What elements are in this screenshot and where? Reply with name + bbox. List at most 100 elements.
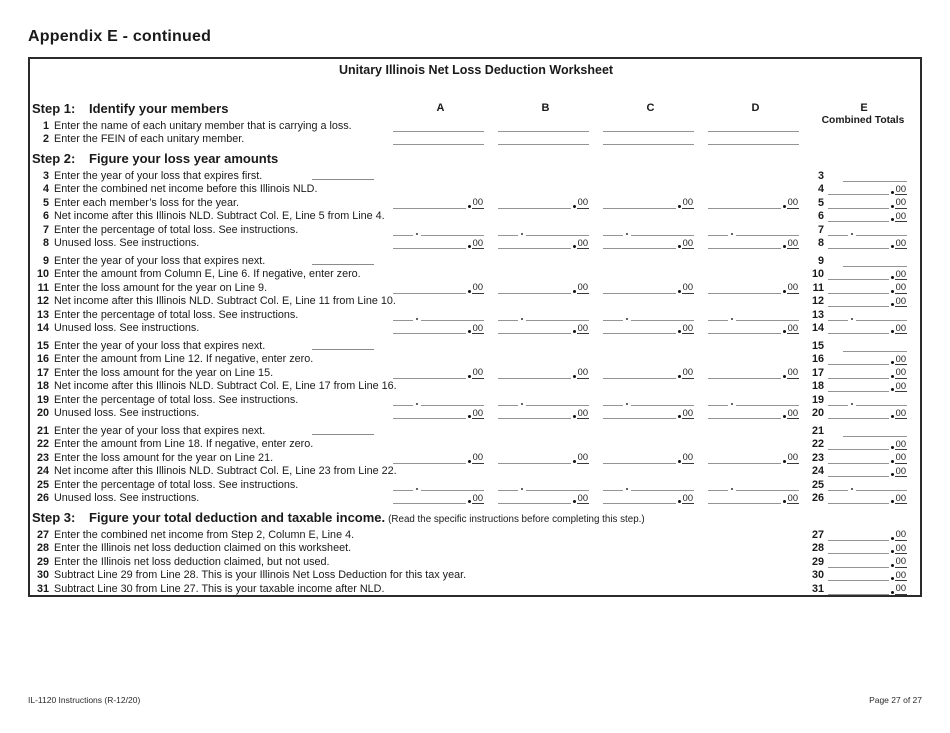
decimal-zeros: 00 — [894, 268, 907, 280]
col-b-cell: 00 — [493, 365, 598, 379]
line-label: Enter the year of your loss that expires… — [54, 339, 266, 352]
line-number: 24 — [36, 465, 49, 477]
col-a-cell — [388, 437, 493, 451]
col-a-cell — [388, 423, 493, 437]
line-label: Enter the Illinois net loss deduction cl… — [54, 542, 352, 554]
decimal-zeros: 00 — [894, 556, 907, 568]
step-title: Figure your loss year amounts — [89, 151, 279, 166]
blank-line — [828, 325, 889, 334]
col-a-cell — [388, 392, 493, 406]
worksheet-row-20: 20 Unused loss. See instructions. 00 00 00 00… — [32, 406, 920, 419]
decimal-point-icon — [890, 191, 894, 194]
decimal-zeros: 00 — [471, 367, 484, 379]
decimal-point-icon — [677, 459, 681, 463]
amount-field: 00 — [708, 323, 799, 334]
blank-line — [393, 370, 466, 379]
column-header-a: A — [436, 102, 445, 114]
line-number: 31 — [36, 582, 49, 595]
decimal-point-icon — [890, 276, 894, 279]
amount-field: 00 — [828, 381, 907, 392]
blank-line — [631, 482, 694, 491]
decimal-zeros: 00 — [894, 295, 907, 307]
columns-a-d: 00 00 00 00 — [388, 406, 808, 419]
decimal-zeros: 00 — [681, 197, 694, 209]
worksheet-row-3: 3 Enter the year of your loss that expire… — [32, 168, 920, 182]
blank-line — [736, 227, 799, 236]
line-number: 22 — [36, 438, 49, 450]
blank-line — [856, 312, 907, 321]
blank-line — [421, 227, 484, 236]
col-e-cell: 19 — [808, 392, 920, 406]
blank-line — [631, 312, 694, 321]
footer-form-id: IL-1120 Instructions (R-12/20) — [28, 695, 141, 705]
blank-line — [708, 397, 728, 406]
col-c-cell — [598, 568, 703, 582]
decimal-point-icon — [890, 550, 894, 553]
line-number-e: 28 — [811, 542, 824, 554]
decimal-zeros: 00 — [894, 465, 907, 477]
decimal-zeros: 00 — [894, 492, 907, 504]
decimal-zeros: 00 — [471, 407, 484, 419]
percent-decimal-point-icon — [731, 317, 733, 320]
blank-line — [843, 258, 907, 267]
col-e-cell: 10 00 — [808, 267, 920, 280]
col-b-cell: 00 — [493, 280, 598, 294]
blank-line — [708, 410, 781, 419]
worksheet-row-31: 31 Subtract Line 30 from Line 27. This is… — [32, 581, 920, 595]
amount-field: 00 — [498, 493, 589, 504]
worksheet-row-23: 23 Enter the loss amount for the year on … — [32, 450, 920, 464]
columns-a-d — [388, 253, 808, 267]
worksheet-row-17: 17 Enter the loss amount for the year on … — [32, 365, 920, 379]
col-d-cell: 00 — [703, 406, 808, 419]
step-3-header: Step 3: Figure your total deduction and t… — [32, 510, 920, 525]
decimal-point-icon — [677, 204, 681, 208]
col-c-cell — [598, 437, 703, 451]
step-2-heading: Step 2: Figure your loss year amounts — [32, 151, 920, 166]
line-number: 21 — [36, 424, 49, 437]
col-b-cell — [493, 253, 598, 267]
step-label: Step 1: — [32, 101, 76, 116]
column-e-letter: E — [860, 102, 868, 114]
blank-line — [603, 410, 676, 419]
blank-line — [828, 227, 848, 236]
blank-line — [736, 312, 799, 321]
col-a-cell — [388, 352, 493, 366]
line-label: Enter the percentage of total loss. See … — [54, 223, 299, 236]
col-a-cell: 00 — [388, 450, 493, 464]
decimal-point-icon — [890, 415, 894, 418]
decimal-zeros: 00 — [576, 282, 589, 294]
line-number: 7 — [42, 223, 49, 236]
col-d-cell: 00 — [703, 491, 808, 504]
col-e-cell: 13 — [808, 307, 920, 321]
decimal-point-icon — [572, 459, 576, 463]
columns-a-d: 00 00 00 00 — [388, 365, 808, 379]
decimal-point-icon — [572, 289, 576, 293]
col-a-cell — [388, 338, 493, 352]
decimal-zeros: 00 — [894, 583, 907, 595]
step-note: (Read the specific instructions before c… — [388, 514, 645, 525]
blank-line — [421, 482, 484, 491]
decimal-zeros: 00 — [894, 237, 907, 249]
decimal-zeros: 00 — [681, 322, 694, 334]
col-d-cell — [703, 568, 808, 582]
decimal-point-icon — [890, 459, 894, 463]
amount-field: 00 — [498, 197, 589, 209]
col-d-cell — [703, 541, 808, 555]
line-label: Enter the amount from Column E, Line 6. … — [54, 268, 361, 280]
col-b-cell — [493, 554, 598, 568]
col-e-cell: 4 00 — [808, 182, 920, 195]
amount-field: 00 — [498, 282, 589, 294]
line-label: Enter the FEIN of each unitary member. — [54, 133, 245, 145]
line-label: Enter the year of your loss that expires… — [54, 424, 266, 437]
worksheet-row-10: 10 Enter the amount from Column E, Line 6… — [32, 267, 920, 281]
columns-a-d — [388, 132, 808, 145]
col-b-cell: 00 — [493, 406, 598, 419]
col-b-cell — [493, 307, 598, 321]
col-a-cell — [388, 541, 493, 555]
line-label: Net income after this Illinois NLD. Subt… — [54, 210, 385, 222]
col-b-cell — [493, 222, 598, 236]
col-e-cell: 23 00 — [808, 450, 920, 464]
col-a-cell — [388, 568, 493, 582]
amount-field: 00 — [828, 197, 907, 209]
col-a-cell — [388, 267, 493, 281]
